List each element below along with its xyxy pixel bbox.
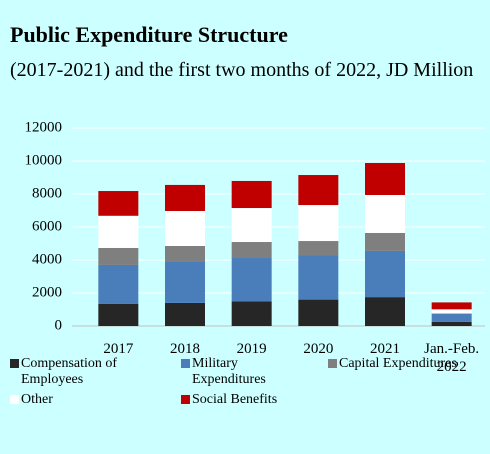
legend-item: Capital Expenditures: [328, 356, 488, 388]
bar-segment: [231, 208, 272, 243]
legend-swatch: [10, 395, 19, 404]
legend-swatch: [181, 395, 190, 404]
chart-subtitle: (2017-2021) and the first two months of …: [10, 59, 474, 81]
legend-label: Capital Expenditures: [339, 356, 457, 371]
legend-item: Other: [10, 392, 181, 408]
legend-item: Military Expenditures: [181, 356, 328, 388]
bar-segment: [431, 309, 472, 314]
bar-segment: [165, 184, 205, 211]
y-tick-label: 12000: [25, 119, 63, 135]
legend-swatch: [181, 359, 190, 368]
bar-segment: [298, 205, 339, 242]
legend-label: Military Expenditures: [192, 356, 266, 387]
y-tick-label: 0: [55, 317, 63, 333]
bar-segment: [298, 299, 339, 326]
bar-segment: [98, 303, 139, 326]
bar-segment: [365, 232, 405, 251]
bar-segment: [165, 210, 205, 246]
x-tick-label: 2021: [370, 341, 400, 357]
bar-segment: [365, 297, 405, 326]
bar-segment: [298, 241, 339, 256]
x-tick-label: 2017: [103, 341, 134, 357]
bar-segment: [165, 261, 205, 303]
bar-segment: [298, 175, 339, 206]
bar-segment: [165, 245, 205, 262]
bar-segment: [231, 180, 272, 209]
bar-segment: [431, 313, 472, 322]
legend-label: Compensation of Employees: [21, 356, 118, 387]
bar-segment: [431, 302, 472, 310]
bar-segment: [365, 250, 405, 298]
bar-segment: [431, 321, 472, 326]
x-tick-label: 2019: [236, 341, 267, 357]
x-tick-label: 2020: [303, 341, 334, 357]
bar-segment: [98, 247, 139, 265]
bar-segment: [231, 301, 272, 326]
bar-segment: [298, 255, 339, 300]
x-tick-label: Jan.-Feb. 2022: [424, 341, 480, 375]
y-tick-label: 4000: [32, 251, 62, 267]
bar-segment: [98, 215, 139, 248]
legend-label: Other: [21, 392, 53, 407]
legend: Compensation of Employees Military Expend…: [10, 356, 490, 412]
bar-segment: [165, 302, 205, 326]
y-tick-label: 10000: [25, 152, 63, 168]
bar-segment: [98, 264, 139, 304]
bar-segment: [231, 242, 272, 259]
x-tick-label: 2018: [170, 341, 200, 357]
bar-segment: [365, 162, 405, 195]
legend-label: Social Benefits: [192, 392, 278, 407]
y-tick-label: 6000: [32, 218, 62, 234]
bar-segment: [98, 191, 139, 216]
legend-swatch: [10, 359, 19, 368]
y-tick-label: 2000: [32, 284, 62, 300]
legend-item: Compensation of Employees: [10, 356, 181, 388]
bar-segment: [365, 194, 405, 233]
bar-segment: [231, 258, 272, 302]
y-tick-label: 8000: [32, 185, 62, 201]
chart-title: Public Expenditure Structure: [10, 22, 288, 47]
legend-item: Social Benefits: [181, 392, 328, 408]
legend-swatch: [328, 359, 337, 368]
